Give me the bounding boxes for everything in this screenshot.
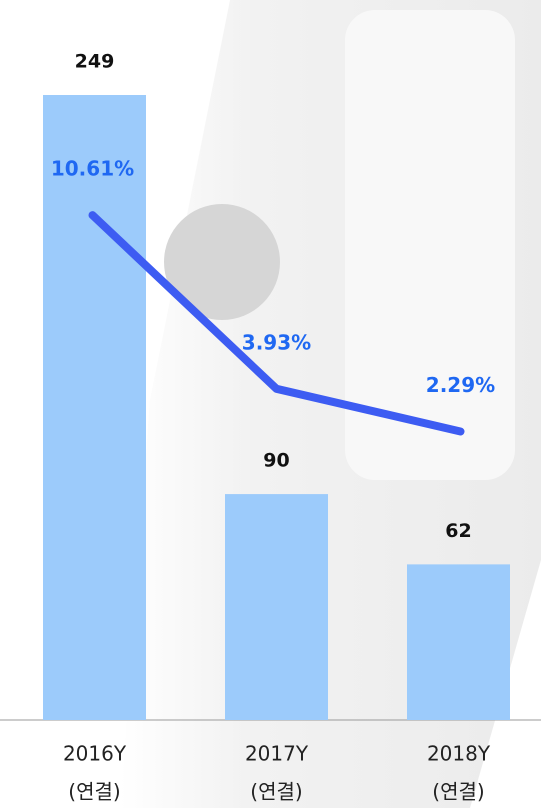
bar bbox=[407, 564, 510, 720]
line-value-label: 10.61% bbox=[51, 157, 134, 181]
bar-value-label: 249 bbox=[75, 51, 115, 73]
x-tick-label: 2018Y bbox=[427, 742, 491, 766]
x-tick-label: 2017Y bbox=[245, 742, 309, 766]
line-value-label: 3.93% bbox=[242, 330, 311, 354]
bar-value-label: 90 bbox=[263, 450, 289, 472]
x-tick-label: (연결) bbox=[432, 780, 484, 804]
x-tick-label: (연결) bbox=[250, 780, 302, 804]
chart: 249 2016Y (연결) 90 2017Y (연결) 62 2018Y (연결) 10.61%… bbox=[0, 0, 541, 808]
bar bbox=[225, 494, 328, 720]
x-tick-label: 2016Y bbox=[63, 742, 127, 766]
line-value-label: 2.29% bbox=[426, 373, 495, 397]
x-tick-label: (연결) bbox=[68, 780, 120, 804]
bar bbox=[43, 95, 146, 720]
bar-value-label: 62 bbox=[445, 520, 471, 542]
